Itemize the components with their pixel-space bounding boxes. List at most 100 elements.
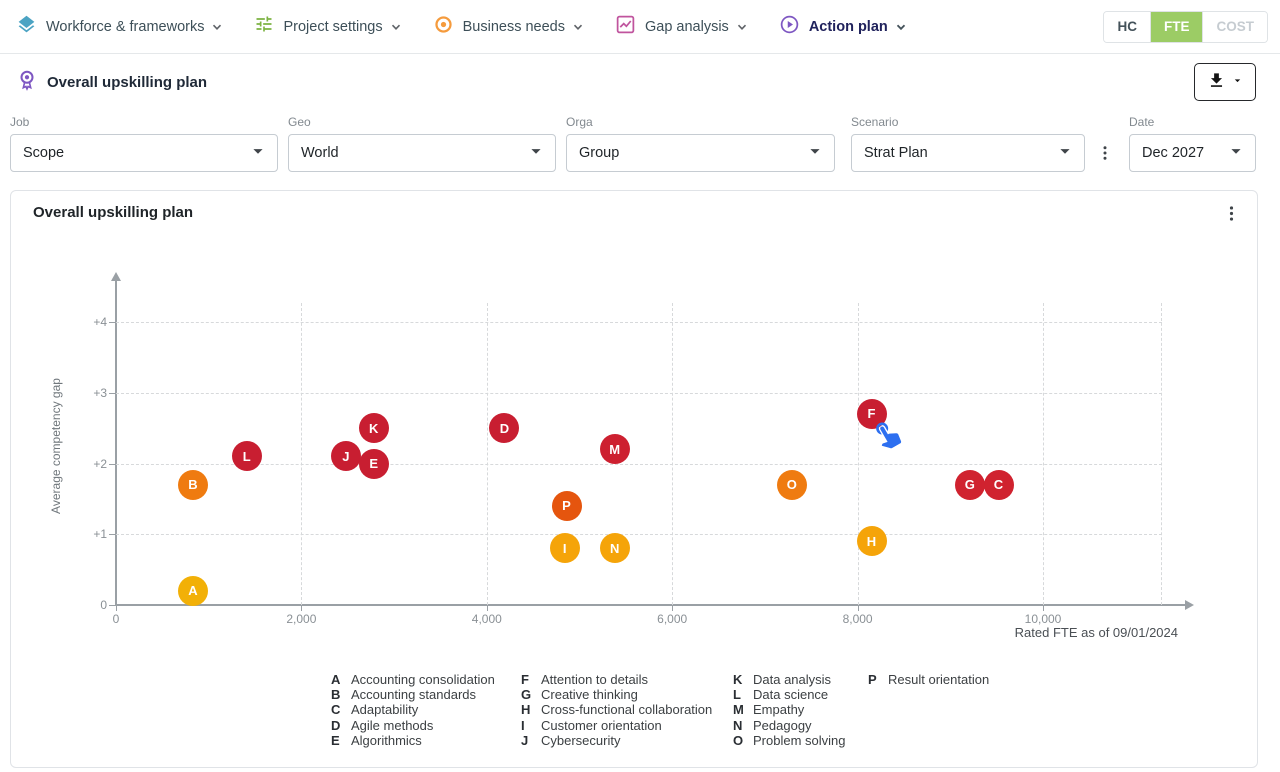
download-icon xyxy=(1207,71,1226,93)
x-axis xyxy=(115,604,1187,606)
job-select[interactable]: Scope xyxy=(10,134,278,172)
legend-letter: B xyxy=(331,687,341,703)
bubble-A[interactable]: A xyxy=(177,575,208,606)
filter-label: Date xyxy=(1129,115,1155,129)
chevron-down-icon xyxy=(737,23,747,31)
legend-item: J Cybersecurity xyxy=(521,733,712,748)
scenario-menu-kebab-icon[interactable] xyxy=(1094,139,1116,167)
chevron-down-icon xyxy=(525,140,547,166)
x-tick-label: 0 xyxy=(112,612,120,626)
x-axis-caption: Rated FTE as of 09/01/2024 xyxy=(1014,625,1178,640)
filter-label: Geo xyxy=(288,115,311,129)
nav-workforce-frameworks[interactable]: Workforce & frameworks xyxy=(16,14,222,40)
bubble-N[interactable]: N xyxy=(599,533,630,564)
bubble-P[interactable]: P xyxy=(551,490,582,521)
nav-action-plan[interactable]: Action plan xyxy=(779,14,906,40)
nav-items: Workforce & frameworks Project settings … xyxy=(16,14,906,40)
legend-column: K Data analysis L Data science M Empathy N Peda… xyxy=(733,672,846,748)
download-button[interactable] xyxy=(1194,63,1256,101)
nav-project-settings[interactable]: Project settings xyxy=(254,14,400,39)
nav-business-needs[interactable]: Business needs xyxy=(433,14,583,40)
bubble-I[interactable]: I xyxy=(549,533,580,564)
legend-letter: K xyxy=(733,672,743,687)
layers-icon xyxy=(16,14,37,40)
legend-label: Result orientation xyxy=(888,672,990,687)
toggle-hc[interactable]: HC xyxy=(1104,11,1150,42)
bubble-G[interactable]: G xyxy=(954,469,985,500)
legend-letter: D xyxy=(331,717,341,733)
legend-label: Cybersecurity xyxy=(541,732,621,748)
legend-item: E Algorithmics xyxy=(331,733,495,748)
y-tick-mark xyxy=(109,463,115,465)
bubble-D[interactable]: D xyxy=(489,413,520,444)
bubble-B[interactable]: B xyxy=(177,469,208,500)
legend-label: Attention to details xyxy=(541,672,648,687)
x-tick-label: 10,000 xyxy=(1024,612,1062,626)
play-circle-icon xyxy=(779,14,800,40)
legend-label: Problem solving xyxy=(753,732,846,748)
legend-letter: C xyxy=(331,702,341,718)
legend-label: Customer orientation xyxy=(541,717,662,733)
legend-letter: F xyxy=(521,672,529,687)
chevron-down-icon xyxy=(1054,140,1076,166)
filter-label: Job xyxy=(10,115,30,129)
line-chart-icon xyxy=(615,14,636,40)
bubble-O[interactable]: O xyxy=(776,469,807,500)
bubble-L[interactable]: L xyxy=(231,441,262,472)
chevron-down-icon xyxy=(896,23,906,31)
plot-area: Average competency gap Rated FTE as of 0… xyxy=(11,191,1257,767)
chart-title: Overall upskilling plan xyxy=(33,204,194,221)
bubble-H[interactable]: H xyxy=(856,526,887,557)
legend-item: G Creative thinking xyxy=(521,687,712,702)
y-tick-mark xyxy=(109,322,115,323)
toggle-fte[interactable]: FTE xyxy=(1149,11,1203,42)
chevron-down-icon xyxy=(804,140,826,166)
y-axis-arrow-icon xyxy=(111,272,121,281)
bubble-E[interactable]: E xyxy=(358,448,389,479)
filter-label: Scenario xyxy=(851,115,899,129)
nav-label: Gap analysis xyxy=(644,18,729,35)
legend-letter: N xyxy=(733,717,743,733)
x-tick-mark xyxy=(486,606,488,611)
date-select[interactable]: Dec 2027 xyxy=(1129,134,1256,172)
select-value: Dec 2027 xyxy=(1142,145,1205,161)
pointer-hand-cursor-icon xyxy=(864,411,910,459)
sliders-icon xyxy=(254,14,274,39)
select-value: Strat Plan xyxy=(864,145,928,161)
select-value: Group xyxy=(579,145,620,161)
nav-label: Workforce & frameworks xyxy=(46,18,205,35)
toggle-cost[interactable]: COST xyxy=(1202,11,1267,42)
chevron-down-icon xyxy=(212,23,222,31)
caret-down-icon xyxy=(1231,74,1244,90)
x-tick-label: 4,000 xyxy=(471,612,502,626)
nav-gap-analysis[interactable]: Gap analysis xyxy=(615,14,747,40)
x-tick-mark xyxy=(857,606,859,611)
bubble-M[interactable]: M xyxy=(599,434,630,465)
legend-item: I Customer orientation xyxy=(521,718,712,733)
y-tick-label: 0 xyxy=(100,598,107,612)
bubble-C[interactable]: C xyxy=(983,469,1014,500)
legend-item: M Empathy xyxy=(733,702,846,717)
gridline-v xyxy=(486,303,488,605)
legend-item: D Agile methods xyxy=(331,718,495,733)
y-tick-label: +2 xyxy=(93,456,107,471)
bubble-J[interactable]: J xyxy=(330,441,361,472)
filter-bar: Job Scope Geo World Orga Group Scenario … xyxy=(0,110,1280,190)
unit-toggle-group: HC FTE COST xyxy=(1103,10,1268,43)
legend-label: Data science xyxy=(753,687,829,703)
filter-scenario: Scenario Strat Plan xyxy=(851,115,1085,172)
y-tick-mark xyxy=(109,534,115,536)
legend-label: Data analysis xyxy=(753,672,832,687)
bubble-K[interactable]: K xyxy=(358,413,389,444)
scenario-select[interactable]: Strat Plan xyxy=(851,134,1085,172)
medal-icon xyxy=(16,69,38,96)
x-tick-mark xyxy=(672,606,674,611)
legend-column: A Accounting consolidation B Accounting sta… xyxy=(331,672,495,748)
x-tick-mark xyxy=(1043,606,1044,611)
x-tick-mark xyxy=(116,606,117,611)
legend-label: Cross-functional collaboration xyxy=(541,702,713,718)
orga-select[interactable]: Group xyxy=(566,134,835,172)
legend-item: N Pedagogy xyxy=(733,718,846,733)
chart-menu-kebab-icon[interactable] xyxy=(1219,201,1243,225)
geo-select[interactable]: World xyxy=(288,134,556,172)
